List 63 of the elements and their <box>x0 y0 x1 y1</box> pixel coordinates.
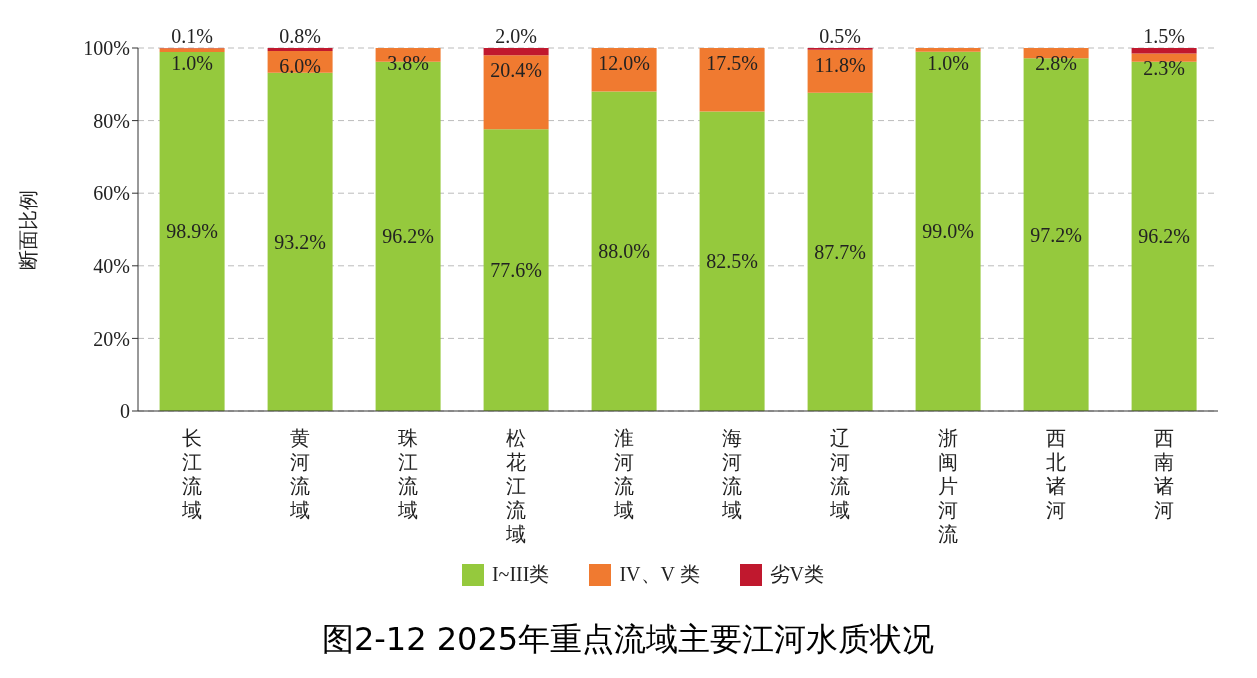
bar <box>807 92 873 411</box>
data-label: 93.2% <box>274 230 326 253</box>
data-label: 97.2% <box>1030 223 1082 246</box>
data-label: 98.9% <box>166 220 218 243</box>
bar <box>267 48 333 51</box>
data-label: 0.8% <box>279 25 321 47</box>
bar <box>915 51 981 411</box>
x-tick-label: 珠江流域 <box>397 427 418 521</box>
data-label: 88.0% <box>598 240 650 263</box>
bar <box>483 55 549 130</box>
y-tick-label: 20% <box>93 327 130 350</box>
y-tick-label: 80% <box>93 109 130 132</box>
y-tick-label: 40% <box>93 254 130 277</box>
data-label: 96.2% <box>382 225 434 248</box>
x-tick-label: 海河流域 <box>721 427 742 521</box>
data-label: 17.5% <box>706 52 758 74</box>
text: 图2-12 2025年重点流域主要江河水质状况 <box>320 619 936 660</box>
bar <box>1131 61 1197 411</box>
data-label: 2.3% <box>1143 57 1185 80</box>
x-tick-label: 长江流域 <box>181 427 202 521</box>
legend-label: I~III类 <box>490 562 550 587</box>
legend-label: 劣V类 <box>768 562 825 587</box>
x-tick-label: 黄河流域 <box>289 427 310 521</box>
y-axis-title: 断面比例 <box>17 189 40 270</box>
data-label: 3.8% <box>387 52 429 74</box>
x-tick-label: 辽河流域 <box>829 427 850 521</box>
data-label: 0.5% <box>819 25 861 47</box>
data-label: 77.6% <box>490 259 542 282</box>
bar <box>483 48 549 56</box>
data-label: 99.0% <box>922 220 974 243</box>
data-label: 6.0% <box>279 54 321 77</box>
y-tick-label: 0 <box>120 400 130 423</box>
data-label: 12.0% <box>598 52 650 74</box>
bar <box>699 111 765 411</box>
data-label: 2.0% <box>495 25 537 47</box>
x-tick-label: 西南诸河 <box>1154 427 1174 521</box>
bar <box>1023 58 1089 411</box>
bar <box>1131 53 1197 62</box>
bar <box>483 129 549 411</box>
data-label: 1.5% <box>1143 25 1185 47</box>
data-label: 1.0% <box>927 52 969 74</box>
bar <box>591 91 657 411</box>
x-tick-label: 淮河流域 <box>613 427 634 521</box>
data-label: 87.7% <box>814 240 866 263</box>
data-label: 11.8% <box>814 53 866 76</box>
data-label: 1.0% <box>171 52 213 75</box>
data-label: 82.5% <box>706 250 758 273</box>
x-tick-label: 松花江流域 <box>505 427 526 545</box>
data-label: 20.4% <box>490 59 542 82</box>
bar <box>591 48 657 92</box>
data-label: 96.2% <box>1138 225 1190 248</box>
data-label: 0.1% <box>171 25 213 47</box>
data-label: 2.8% <box>1035 52 1077 74</box>
bar <box>267 72 333 411</box>
bar <box>915 48 981 52</box>
bar <box>159 51 225 411</box>
x-tick-label: 西北诸河 <box>1046 427 1066 521</box>
legend-label: IV、V 类 <box>618 562 700 587</box>
bar <box>1131 48 1197 54</box>
x-tick-label: 浙闽片河流 <box>938 427 958 545</box>
y-tick-label: 100% <box>83 37 130 60</box>
bar <box>699 48 765 112</box>
y-tick-label: 60% <box>93 182 130 205</box>
